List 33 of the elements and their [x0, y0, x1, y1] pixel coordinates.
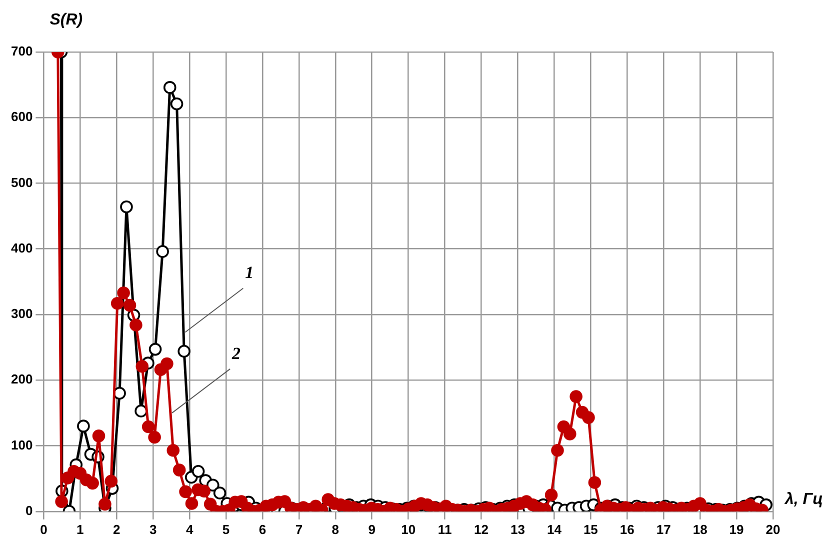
y-tick-label: 200 [10, 372, 33, 387]
x-tick-label: 0 [40, 522, 48, 537]
x-tick-label: 13 [510, 522, 525, 537]
x-tick-label: 2 [113, 522, 120, 537]
x-tick-label: 1 [76, 522, 84, 537]
y-tick-label: 0 [25, 502, 33, 518]
x-tick-label: 18 [692, 522, 708, 537]
y-tick-label: 600 [10, 109, 33, 124]
y-tick-label: 300 [10, 306, 33, 322]
y-tick-label: 700 [10, 44, 33, 59]
x-axis-title: λ, Гц [784, 490, 823, 508]
x-tick-label: 17 [656, 522, 671, 537]
x-tick-label: 12 [474, 522, 489, 537]
y-tick-label: 400 [10, 240, 33, 256]
x-tick-label: 4 [186, 522, 194, 537]
x-tick-label: 11 [438, 522, 452, 537]
x-tick-label: 3 [149, 522, 157, 537]
annotation: 1 [245, 263, 254, 282]
annotation: 2 [231, 344, 242, 363]
x-tick-label: 20 [766, 522, 780, 537]
x-tick-label: 14 [546, 522, 562, 537]
y-tick-label: 500 [10, 174, 33, 190]
x-tick-label: 19 [729, 522, 744, 537]
x-tick-label: 8 [332, 522, 340, 537]
x-tick-label: 5 [222, 522, 230, 537]
x-tick-label: 7 [295, 522, 303, 537]
x-tick-label: 10 [401, 522, 416, 537]
x-tick-label: 15 [583, 522, 598, 537]
y-tick-label: 100 [10, 437, 33, 452]
x-tick-label: 16 [620, 522, 634, 537]
x-tick-label: 9 [368, 522, 376, 537]
x-tick-label: 6 [258, 522, 266, 537]
y-axis-title: S(R) [50, 11, 83, 28]
